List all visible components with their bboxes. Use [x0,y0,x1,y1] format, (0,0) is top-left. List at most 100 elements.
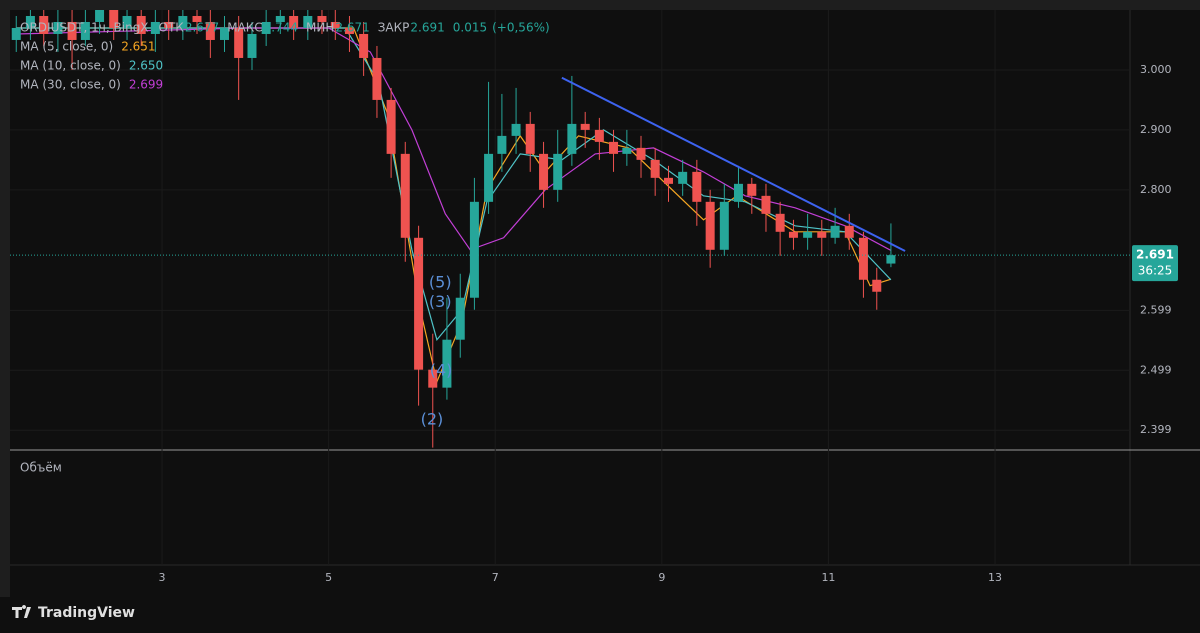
legend-text: МИН [306,21,334,35]
candle-body [39,15,49,34]
candle-body [567,123,577,154]
candle-body [553,153,563,190]
candle-body [817,231,827,238]
candle-body [664,177,674,184]
candle-body [344,27,354,34]
candle-body [844,225,854,238]
x-tick-label: 9 [658,571,665,584]
candle-body [580,123,590,130]
grid [10,10,1130,565]
wave-label: (2) [421,410,444,429]
candle-body [747,183,757,196]
legend-text: MA (5, close, 0) [20,40,113,54]
candle-body [234,27,244,58]
candle-body [95,10,105,22]
legend-text: (+0,56%) [492,21,550,35]
chart-background [10,10,1200,597]
plot: (5)(3) (4) (2) [11,10,906,448]
candle-body [650,159,660,178]
wave-label: (4) [430,360,453,379]
candle-body [525,123,535,154]
candle-body [192,15,202,22]
candle-body [109,10,119,28]
last-price-label: 2.691 [1136,248,1174,262]
candle-body [25,15,35,28]
candle-body [80,21,90,40]
candle-body [164,21,174,28]
candle-body [455,297,465,340]
candle-body [872,279,882,292]
candle-body [761,195,771,214]
candle-body [205,21,215,40]
legend-text: 2.699 [129,78,163,92]
candle-body [220,27,230,40]
candle-body [511,123,521,136]
candle-body [386,99,396,154]
candle-body [122,15,132,28]
candle-body [705,201,715,250]
legend-text: ОТК [159,21,185,35]
candle-body [303,15,313,28]
x-tick-label: 7 [492,571,499,584]
candle-body [136,15,146,34]
candle-body [442,339,452,388]
brand[interactable]: TradingView [38,605,135,621]
candle-body [11,27,21,40]
y-tick-label: 2.499 [1140,363,1172,376]
legend-text: 0.015 [453,21,487,35]
legend-text: MA (10, close, 0) [20,59,121,73]
y-tick-label: 3.000 [1140,63,1172,76]
y-tick-label: 2.599 [1140,303,1172,316]
trendline [561,76,906,252]
volume-label: Объём [20,461,62,475]
candle-body [428,369,438,388]
legend-text: 2.651 [121,40,155,54]
candle-body [858,237,868,280]
y-tick-label: 2.399 [1140,423,1172,436]
candle-body [359,33,369,58]
candle-body [692,171,702,202]
legend-text: ЗАКР [378,21,410,35]
legend-text: 2.671 [335,21,369,35]
legend-text: 2.677 [185,21,219,35]
legend-text: МАКС [227,21,262,35]
candle-body [539,153,549,190]
legend-text: ORDIUSDT, 1ч, BingX [20,21,149,35]
last-price-box [1132,245,1178,282]
x-tick-label: 5 [325,571,332,584]
candle-body [150,21,160,34]
candle-body [53,21,63,34]
legend-text: 2.691 [410,21,444,35]
candle-body [330,21,340,28]
candle-body [719,201,729,250]
candle-body [636,147,646,160]
candle-body [275,15,285,22]
legend-text: 2.744 [264,21,298,35]
candle-body [622,147,632,154]
y-tick-label: 2.900 [1140,123,1172,136]
wave-label: (5) [429,272,452,291]
candle-body [830,225,840,238]
x-tick-label: 13 [988,571,1002,584]
candle-body [678,171,688,184]
candle-body [788,231,798,238]
candle-body [609,141,619,154]
y-tick-label: 2.800 [1140,183,1172,196]
candle-body [289,15,299,28]
candle-body [594,129,604,142]
bottom-bar [0,597,1200,633]
candle-body [886,255,896,264]
wave-label: (3) [429,292,452,311]
x-tick-label: 11 [821,571,835,584]
candle-body [497,135,507,154]
x-tick-label: 3 [159,571,166,584]
candle-body [803,231,813,238]
legend-text: 2.650 [129,59,163,73]
candle-body [484,153,494,202]
candle-body [372,57,382,100]
candle-body [247,33,257,58]
candle-body [178,15,188,28]
candle-body [469,201,479,298]
